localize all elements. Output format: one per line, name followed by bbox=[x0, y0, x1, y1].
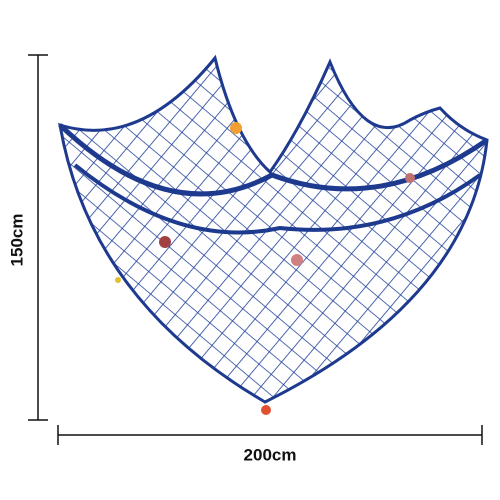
height-label: 150cm bbox=[7, 214, 26, 267]
width-dimension: 200cm bbox=[57, 425, 483, 464]
fishing-net bbox=[58, 54, 489, 415]
width-label: 200cm bbox=[244, 445, 297, 464]
height-dimension: 150cm bbox=[7, 54, 48, 421]
